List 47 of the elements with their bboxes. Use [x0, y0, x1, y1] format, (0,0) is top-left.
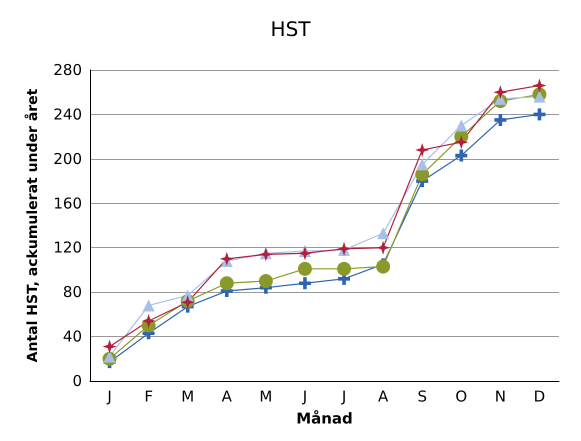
x-tick-label: N: [494, 388, 506, 406]
x-tick-label: M: [181, 388, 194, 406]
point: [455, 150, 468, 162]
x-tick-label: A: [222, 388, 233, 406]
y-tick-label: 120: [53, 238, 82, 257]
y-tick-label: 160: [53, 194, 82, 212]
y-tick-label: 0: [72, 372, 82, 390]
x-tick-label: J: [340, 388, 346, 406]
y-tick-label: 40: [62, 328, 82, 346]
x-tick-label: J: [106, 388, 112, 406]
x-axis-title: Månad: [296, 410, 353, 428]
x-tick-label: D: [534, 388, 546, 406]
point: [455, 120, 468, 132]
point: [258, 274, 273, 288]
x-tick-label: J: [302, 388, 308, 406]
point: [532, 78, 546, 93]
y-tick-label: 80: [62, 283, 82, 302]
point: [142, 299, 155, 312]
point: [533, 90, 546, 103]
point: [220, 252, 234, 266]
point: [102, 340, 117, 354]
point: [493, 85, 508, 100]
chart-title: HST: [270, 17, 312, 41]
point: [533, 108, 546, 120]
x-tick-label: M: [259, 388, 272, 406]
x-tick-label: S: [417, 388, 427, 406]
point: [220, 276, 234, 290]
point: [298, 246, 312, 260]
point: [142, 314, 156, 328]
x-tick-label: F: [144, 388, 153, 406]
point: [415, 142, 430, 157]
point: [337, 262, 352, 276]
point: [377, 227, 390, 240]
point: [298, 262, 312, 276]
point: [376, 240, 390, 255]
y-tick-label: 200: [53, 150, 82, 168]
y-axis-title: Antal HST, ackumulerat under året: [24, 88, 41, 362]
y-tick-label: 240: [53, 105, 82, 124]
y-tick-label: 280: [53, 61, 82, 79]
point: [104, 350, 116, 363]
point: [376, 260, 390, 274]
point: [454, 135, 468, 150]
point: [494, 114, 506, 126]
point: [416, 158, 428, 170]
x-tick-label: A: [378, 388, 389, 406]
point: [298, 277, 311, 290]
x-tick-label: O: [455, 388, 468, 406]
